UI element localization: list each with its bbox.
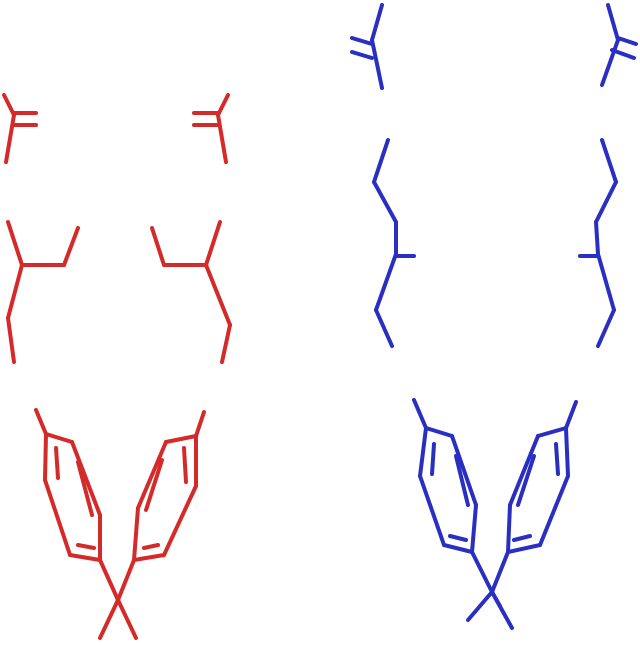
- quaternary-carbon-center: [466, 550, 514, 630]
- right-benzene-ring: [506, 400, 578, 554]
- top-left-methacrylate-fragment: [350, 3, 384, 90]
- top-right-methacrylate-fragment: [600, 3, 638, 87]
- left-branched-linker: [6, 220, 80, 364]
- left-benzene-ring: [412, 398, 478, 554]
- right-structure: [350, 3, 638, 630]
- top-left-methacrylate-fragment: [2, 93, 38, 164]
- right-branched-linker: [150, 220, 232, 364]
- left-benzene-ring: [34, 408, 102, 562]
- right-linker: [578, 138, 618, 348]
- left-linker: [372, 138, 416, 348]
- right-benzene-ring: [132, 410, 206, 562]
- left-structure: [2, 93, 232, 640]
- top-right-methacrylate-fragment: [192, 93, 230, 164]
- quaternary-carbon-center: [98, 558, 138, 640]
